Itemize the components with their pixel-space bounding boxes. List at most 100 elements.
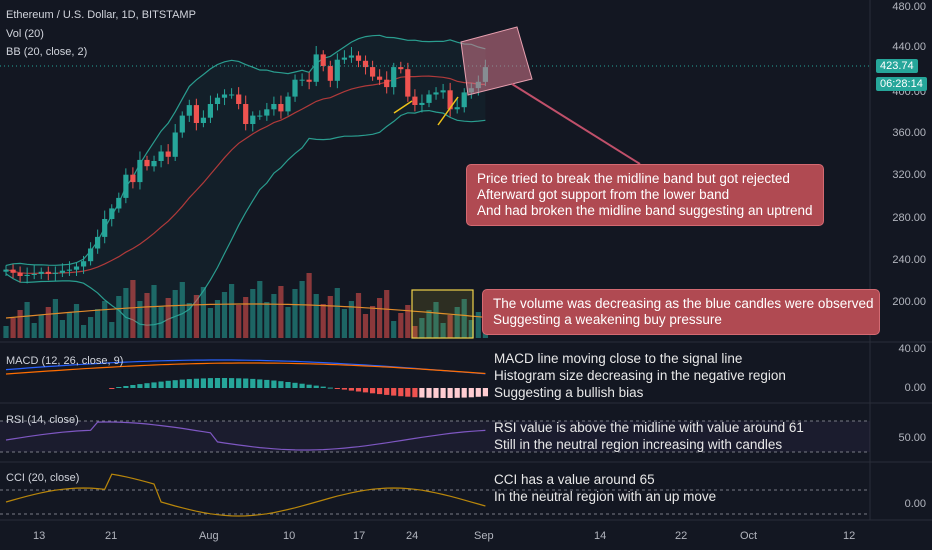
- macd-histogram-bar: [264, 379, 270, 388]
- macd-histogram-bar: [391, 388, 397, 396]
- cci-label: CCI (20, close): [6, 472, 80, 484]
- macd-histogram-bar: [278, 381, 284, 388]
- volume-bar: [264, 302, 270, 338]
- macd-histogram-bar: [426, 388, 432, 398]
- volume-bar: [172, 290, 178, 338]
- price-tick: 360.00: [892, 127, 926, 139]
- date-tick: 12: [843, 530, 856, 542]
- volume-bar: [292, 289, 298, 338]
- candle-body: [123, 174, 129, 198]
- macd-histogram-bar: [221, 378, 228, 388]
- date-tick: 22: [675, 530, 688, 542]
- highlight-box: [460, 26, 533, 96]
- volume-bar: [95, 309, 101, 338]
- date-tick: 17: [353, 530, 366, 542]
- volume-bar: [214, 300, 221, 338]
- macd-histogram-bar: [229, 378, 235, 388]
- pointer-line: [511, 83, 641, 165]
- candle-body: [447, 90, 453, 110]
- candle-body: [17, 272, 23, 276]
- candle-body: [243, 104, 249, 124]
- volume-bar: [271, 294, 277, 338]
- volume-bar: [285, 307, 291, 338]
- macd-histogram-bar: [292, 382, 298, 388]
- volume-bar: [412, 326, 418, 338]
- volume-bar: [391, 321, 397, 338]
- volume-bar: [151, 285, 157, 338]
- macd-histogram-bar: [200, 378, 206, 388]
- bollinger-label: BB (20, close, 2): [6, 46, 88, 58]
- macd-histogram-bar: [257, 379, 263, 388]
- volume-bar: [45, 307, 51, 338]
- price-tick: 440.00: [892, 41, 926, 53]
- candle-body: [214, 97, 221, 104]
- bollinger-annotation: Price tried to break the midline band bu…: [466, 164, 824, 226]
- macd-annotation: MACD line moving close to the signal lin…: [494, 350, 786, 401]
- macd-histogram-bar: [285, 382, 291, 388]
- candle-body: [31, 273, 37, 275]
- macd-histogram-bar: [236, 378, 242, 388]
- candle-body: [229, 94, 235, 96]
- macd-histogram-bar: [419, 388, 425, 398]
- note-line: And had broken the midline band suggesti…: [477, 203, 813, 218]
- macd-signal-line: [5, 362, 486, 375]
- volume-bar: [341, 309, 347, 338]
- candle-body: [391, 67, 397, 88]
- volume-bar: [38, 315, 44, 338]
- macd-histogram-bar: [482, 388, 488, 397]
- candle-body: [355, 55, 362, 61]
- macd-histogram-bar: [348, 388, 354, 391]
- volume-bar: [179, 282, 185, 338]
- macd-histogram-bar: [151, 382, 157, 388]
- volume-bar: [355, 293, 362, 338]
- volume-bar: [278, 286, 284, 338]
- candle-body: [38, 271, 44, 274]
- macd-tick: 0.00: [904, 382, 926, 394]
- volume-bar: [447, 315, 453, 338]
- volume-bar: [88, 317, 94, 338]
- macd-histogram-bar: [362, 388, 369, 393]
- macd-histogram-bar: [165, 380, 171, 388]
- volume-bar: [377, 298, 383, 338]
- volume-bar: [250, 289, 256, 338]
- candle-body: [10, 269, 16, 273]
- price-tick: 320.00: [892, 169, 926, 181]
- candle-body: [341, 57, 347, 60]
- candle-body: [200, 117, 206, 123]
- candle-body: [257, 115, 263, 117]
- macd-histogram-bar: [341, 388, 347, 390]
- volume-bar: [468, 320, 474, 338]
- macd-histogram-bar: [299, 383, 305, 388]
- candle-body: [88, 248, 94, 262]
- macd-label: MACD (12, 26, close, 9): [6, 355, 124, 367]
- volume-bar: [123, 288, 129, 338]
- volume-bar: [102, 301, 108, 338]
- volume-bar: [461, 299, 467, 338]
- note-line: Suggesting a bullish bias: [494, 385, 644, 400]
- candle-body: [109, 208, 115, 219]
- candle-body: [313, 54, 319, 82]
- date-tick: Sep: [474, 530, 494, 542]
- candle-body: [299, 79, 305, 81]
- volume-ma-line: [5, 303, 486, 319]
- volume-bar: [454, 307, 460, 338]
- candle-body: [66, 269, 72, 271]
- macd-histogram-bar: [172, 380, 178, 388]
- candle-body: [306, 79, 312, 82]
- macd-histogram-bar: [137, 384, 143, 388]
- volume-bar: [116, 296, 122, 338]
- volume-bar: [257, 281, 263, 338]
- date-tick: 21: [105, 530, 118, 542]
- candle-body: [73, 266, 80, 270]
- candle-body: [433, 92, 439, 95]
- candle-body: [292, 79, 298, 97]
- candle-body: [3, 269, 9, 272]
- candle-body: [24, 274, 30, 276]
- volume-bar: [52, 299, 58, 338]
- volume-bar: [426, 310, 432, 338]
- rsi-band: [0, 421, 870, 452]
- price-tick: 280.00: [892, 212, 926, 224]
- volume-bar: [236, 305, 242, 338]
- macd-histogram-bar: [144, 383, 150, 388]
